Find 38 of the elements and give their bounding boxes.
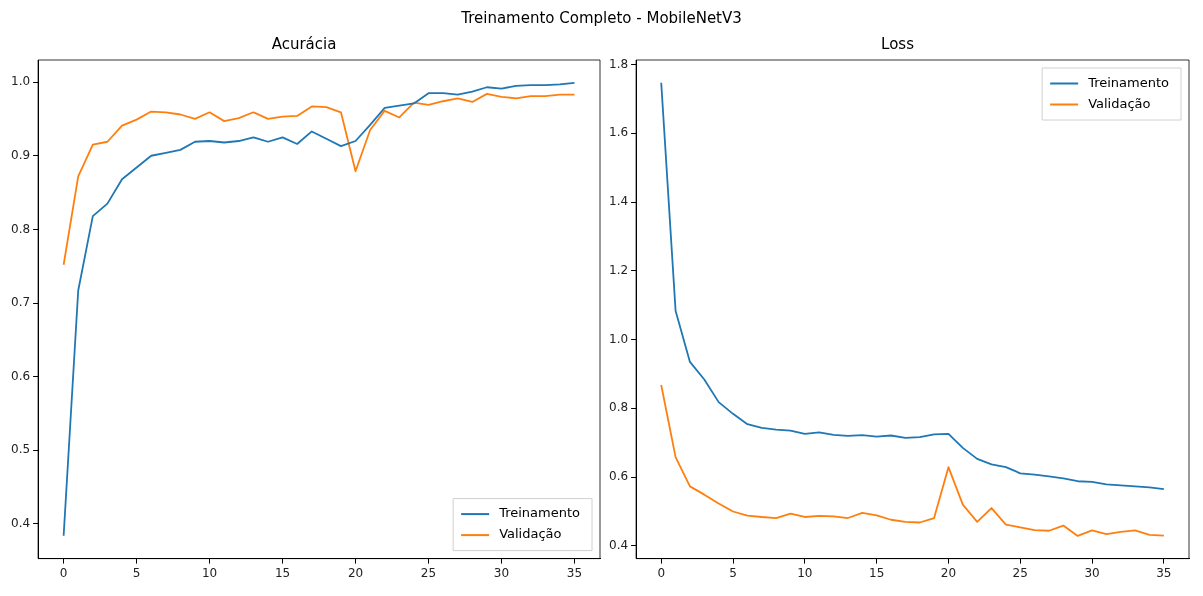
x-tick-label: 15	[869, 565, 885, 580]
x-tick-label: 30	[1084, 565, 1100, 580]
x-tick-label: 10	[201, 565, 218, 580]
y-tick-label: 0.9	[10, 147, 31, 162]
x-tick-label: 35	[1156, 565, 1172, 580]
y-tick-label: 0.4	[10, 516, 31, 531]
x-tick-label: 30	[493, 565, 510, 580]
y-tick-label: 1.0	[608, 331, 629, 346]
y-tick-label: 0.5	[10, 442, 31, 457]
x-tick-label: 0	[657, 565, 666, 580]
legend-label: Validação	[499, 526, 562, 542]
legend-label: Treinamento	[498, 505, 581, 521]
y-tick-label: 0.4	[608, 538, 629, 552]
x-tick-label: 0	[59, 565, 68, 580]
x-tick-label: 20	[347, 565, 364, 580]
y-tick-label: 1.6	[608, 125, 629, 140]
chart-title: Loss	[881, 34, 915, 53]
y-tick-label: 0.7	[10, 295, 31, 310]
x-tick-label: 5	[132, 565, 141, 580]
x-tick-label: 15	[274, 565, 291, 580]
legend-label: Treinamento	[1087, 74, 1170, 90]
x-tick-label: 10	[797, 565, 813, 580]
x-tick-label: 20	[940, 565, 957, 580]
x-tick-label: 35	[566, 565, 583, 580]
x-tick-label: 25	[1012, 565, 1028, 580]
y-tick-label: 1.2	[608, 262, 629, 277]
x-tick-label: 25	[420, 565, 437, 580]
y-tick-label: 0.8	[608, 400, 629, 415]
y-tick-label: 1.0	[10, 74, 31, 89]
chart-title: Acurácia	[271, 34, 337, 53]
y-tick-label: 0.6	[10, 368, 31, 383]
y-tick-label: 0.6	[608, 469, 629, 484]
x-tick-label: 5	[729, 565, 737, 580]
legend-label: Validação	[1088, 95, 1151, 111]
text: Treinamento Completo - MobileNetV3	[460, 8, 743, 29]
y-tick-label: 0.8	[10, 221, 31, 236]
y-tick-label: 1.8	[608, 56, 629, 71]
y-tick-label: 1.4	[608, 194, 629, 209]
